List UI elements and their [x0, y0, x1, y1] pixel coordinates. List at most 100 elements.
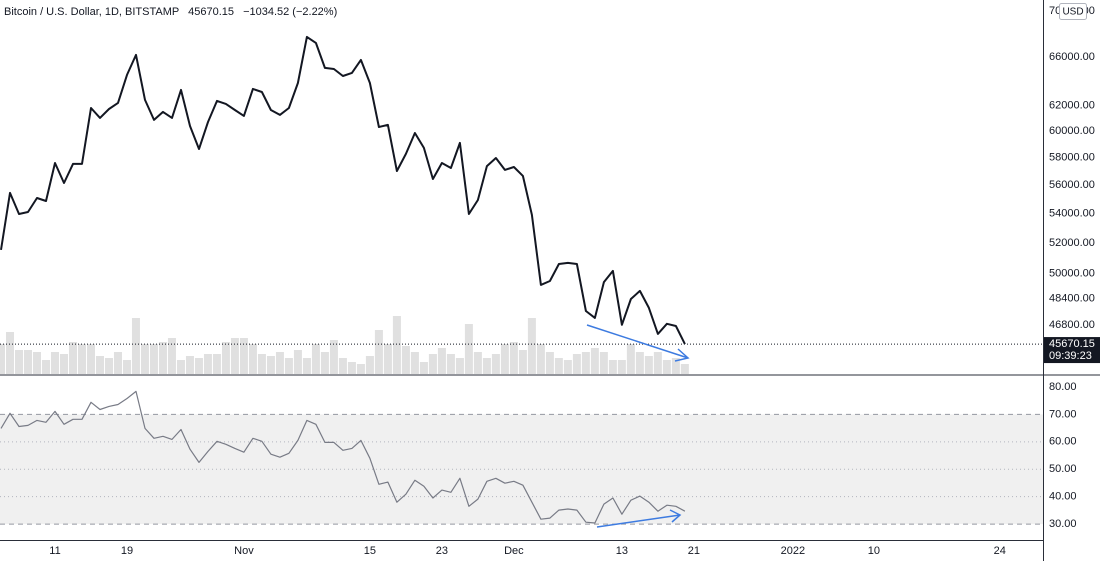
volume-bar: [311, 344, 320, 374]
volume-bar: [50, 352, 59, 374]
volume-bar: [149, 344, 158, 374]
last-price-label: 45670.15: [1049, 338, 1095, 350]
x-tick-label: Nov: [234, 545, 254, 557]
volume-bar: [230, 338, 239, 374]
volume-bar: [401, 346, 410, 374]
volume-bar: [392, 316, 401, 374]
volume-bar: [176, 360, 185, 374]
volume-bar: [662, 360, 671, 374]
volume-bar: [608, 360, 617, 374]
axis-layer: 70000.0066000.0062000.0060000.0058000.00…: [49, 5, 1100, 557]
rsi-band: [0, 414, 1043, 525]
volume-bar: [59, 354, 68, 374]
last-price-box: [1044, 337, 1100, 364]
x-tick-label: 23: [436, 545, 448, 557]
volume-bar: [320, 352, 329, 374]
volume-bar: [671, 358, 680, 374]
x-tick-label: 15: [364, 545, 376, 557]
volume-bar: [464, 324, 473, 374]
volume-bar: [617, 360, 626, 374]
volume-bar: [329, 340, 338, 374]
volume-bar: [590, 348, 599, 374]
y-tick-label: 56000.00: [1049, 179, 1095, 191]
y-tick-label: 52000.00: [1049, 237, 1095, 249]
volume-bar: [239, 338, 248, 374]
x-tick-label: 24: [994, 545, 1006, 557]
volume-bar: [419, 362, 428, 374]
volume-bar: [635, 352, 644, 374]
volume-bar: [257, 354, 266, 374]
y-tick-label: 60000.00: [1049, 125, 1095, 137]
volume-bar: [221, 342, 230, 374]
volume-bar: [482, 358, 491, 374]
chart-header: Bitcoin / U.S. Dollar, 1D, BITSTAMP 4567…: [4, 6, 337, 18]
volume-bar: [365, 356, 374, 374]
price-change: −1034.52 (−2.22%): [243, 6, 337, 18]
volume-bar: [14, 350, 23, 374]
volume-bar: [95, 356, 104, 374]
y-tick-label: 70.00: [1049, 408, 1077, 420]
volume-bar: [554, 358, 563, 374]
background-layer: [0, 316, 1043, 525]
x-tick-label: 10: [868, 545, 880, 557]
volume-bar: [509, 342, 518, 374]
volume-bar: [185, 356, 194, 374]
volume-bar: [284, 358, 293, 374]
volume-bar: [536, 344, 545, 374]
volume-bar: [626, 344, 635, 374]
volume-bar: [680, 364, 689, 374]
y-tick-label: 50000.00: [1049, 267, 1095, 279]
x-tick-label: 19: [121, 545, 133, 557]
divergence-arrow-price: [586, 324, 690, 362]
volume-bar: [338, 358, 347, 374]
last-price: 45670.15: [188, 6, 234, 18]
chart-title: Bitcoin / U.S. Dollar, 1D, BITSTAMP: [4, 6, 179, 18]
volume-bar: [599, 352, 608, 374]
volume-bar: [248, 344, 257, 374]
volume-bar: [68, 342, 77, 374]
x-tick-label: 2022: [781, 545, 805, 557]
volume-bar: [518, 350, 527, 374]
volume-bar: [86, 344, 95, 374]
plot-layer: [0, 35, 1043, 524]
y-tick-label: 80.00: [1049, 381, 1077, 393]
volume-bar: [41, 360, 50, 374]
price-line: [0, 390, 686, 524]
volume-bar: [104, 358, 113, 374]
volume-bar: [446, 354, 455, 374]
volume-bar: [140, 344, 149, 374]
currency-button-box[interactable]: [1059, 3, 1087, 20]
volume-bar: [653, 352, 662, 374]
volume-bar: [212, 354, 221, 374]
x-tick-label: Dec: [504, 545, 524, 557]
volume-bar: [572, 354, 581, 374]
y-tick-label: 66000.00: [1049, 51, 1095, 63]
currency-label[interactable]: USD: [1062, 7, 1083, 18]
currency-button[interactable]: USD: [1059, 3, 1087, 20]
x-tick-label: 11: [49, 545, 60, 557]
volume-bar: [5, 332, 14, 374]
volume-bar: [491, 354, 500, 374]
volume-bar: [113, 352, 122, 374]
price-line: [0, 35, 686, 345]
y-tick-label: 48400.00: [1049, 293, 1095, 305]
volume-bar: [473, 352, 482, 374]
volume-bar: [266, 356, 275, 374]
y-tick-label: 54000.00: [1049, 207, 1095, 219]
volume-bar: [527, 318, 536, 374]
volume-bar: [0, 344, 5, 374]
y-tick-label: 58000.00: [1049, 152, 1095, 164]
x-tick-label: 21: [688, 545, 700, 557]
volume-bar: [356, 364, 365, 374]
volume-bar: [302, 358, 311, 374]
y-tick-label: 60.00: [1049, 436, 1077, 448]
volume-bar: [374, 330, 383, 374]
y-tick-label: 62000.00: [1049, 100, 1095, 112]
volume-bar: [428, 354, 437, 374]
y-tick-label: 30.00: [1049, 518, 1077, 530]
volume-bar: [410, 352, 419, 374]
divergence-arrow-rsi: [596, 509, 682, 528]
